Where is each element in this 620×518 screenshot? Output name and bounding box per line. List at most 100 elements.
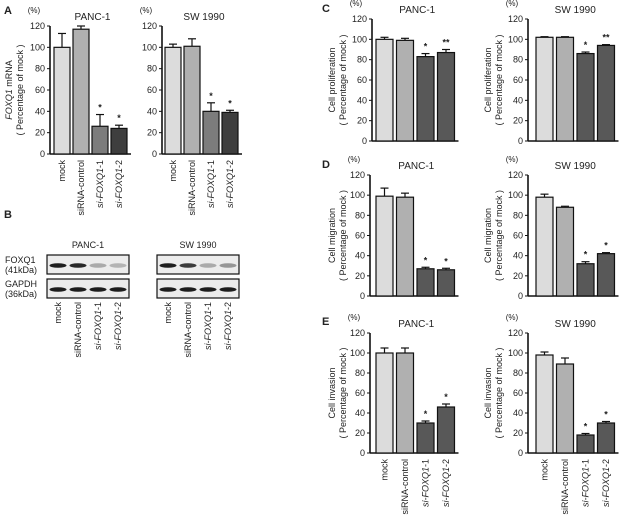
y-tick-label: 100 (508, 34, 523, 44)
x-tick-label: siRNA-control (183, 302, 193, 358)
x-tick-label: siRNA-control (73, 302, 83, 358)
y-axis-label-sub: ( Percentage of mock ) (494, 190, 504, 281)
protein-band (69, 263, 87, 268)
suffix: -2 (441, 459, 451, 467)
protein-band (89, 287, 107, 292)
bar-si-foxq1-2 (110, 127, 128, 155)
bar-si-foxq1-2 (436, 51, 456, 142)
suffix: -1 (93, 302, 103, 310)
bar-si-foxq1-1 (576, 52, 595, 142)
significance-marker: * (424, 409, 428, 419)
panel-label-b: B (4, 209, 12, 221)
chart-title: SW 1990 (555, 319, 597, 330)
bar-sirna-control (395, 39, 415, 142)
chart-e-sw1990: SW 1990 (%) 0 20 40 60 80 100 120 Cell invasion( … (483, 313, 619, 515)
y-tick-label: 40 (147, 106, 157, 116)
protein-band (159, 287, 177, 292)
unit-label: (%) (506, 155, 519, 164)
italic-gene-name: si-FOXQ1 (114, 168, 124, 208)
unit-label: (%) (350, 0, 363, 8)
western-blot-panc-1: PANC-1 mock siRNA-control si-FOXQ1-1 si-FOXQ… (46, 240, 130, 358)
bar-si-foxq1-1 (416, 268, 435, 297)
y-tick-label: 100 (350, 348, 365, 358)
bar-mock (375, 195, 394, 297)
y-tick-label: 0 (518, 448, 523, 458)
y-tick-label: 20 (355, 271, 365, 281)
y-tick-label: 20 (35, 128, 45, 138)
x-tick-label: mock (57, 160, 67, 182)
italic-gene-name: si-FOXQ1 (93, 310, 103, 350)
suffix: -1 (95, 160, 105, 168)
bar-sirna-control (183, 45, 201, 155)
x-tick-label: siRNA-control (400, 459, 410, 515)
chart-title: SW 1990 (183, 12, 225, 23)
y-tick-label: 80 (35, 64, 45, 74)
protein-band (199, 263, 217, 268)
y-tick-label: 120 (508, 328, 523, 338)
x-tick-label: mock (380, 459, 390, 481)
y-axis-label-sub: ( Percentage of mock ) (15, 44, 25, 135)
chart-a-sw1990: SW 1990 (%) 0 20 40 60 80 100 120 mock siRNA-contr… (140, 6, 242, 216)
y-tick-label: 20 (513, 428, 523, 438)
unit-label: (%) (506, 313, 519, 322)
y-tick-label: 20 (147, 128, 157, 138)
italic-gene-name: si-FOXQ1 (441, 467, 451, 507)
italic-gene-name: FOXQ1 (4, 89, 14, 120)
bar-mock (535, 36, 554, 142)
blot-row-size: (41kDa) (5, 265, 37, 275)
suffix: -2 (601, 459, 611, 467)
bar-si-foxq1-2 (596, 253, 616, 297)
y-tick-label: 120 (350, 328, 365, 338)
suffix: -2 (114, 160, 124, 168)
y-tick-label: 120 (508, 14, 523, 24)
x-tick-label: mock (53, 302, 63, 324)
italic-gene-name: si-FOXQ1 (206, 168, 216, 208)
italic-gene-name: si-FOXQ1 (421, 467, 431, 507)
y-axis-label: Cell migration (483, 208, 493, 263)
protein-band (179, 263, 197, 268)
x-tick-label: si-FOXQ1-2 (441, 459, 451, 507)
y-tick-label: 60 (147, 85, 157, 95)
y-tick-label: 80 (513, 55, 523, 65)
bar-sirna-control (555, 206, 575, 297)
bar-si-foxq1-2 (596, 422, 616, 454)
x-tick-label: si-FOXQ1-2 (113, 302, 123, 350)
y-tick-label: 120 (350, 170, 365, 180)
unit-label: (%) (506, 0, 519, 8)
bar-sirna-control (555, 36, 575, 142)
italic-gene-name: si-FOXQ1 (581, 467, 591, 507)
y-axis-label: Cell invasion (483, 367, 493, 418)
y-axis-label: Cell invasion (327, 367, 337, 418)
y-tick-label: 20 (357, 116, 367, 126)
y-tick-label: 0 (152, 149, 157, 159)
protein-band (49, 287, 67, 292)
bar-si-foxq1-2 (436, 269, 456, 297)
significance-marker: * (584, 250, 588, 260)
y-tick-label: 40 (357, 95, 367, 105)
bar-sirna-control (395, 352, 415, 454)
suffix: -2 (225, 160, 235, 168)
blot-title: PANC-1 (72, 240, 104, 250)
italic-gene-name: si-FOXQ1 (203, 310, 213, 350)
y-tick-label: 100 (508, 348, 523, 358)
unit-label: (%) (348, 313, 361, 322)
italic-gene-name: si-FOXQ1 (601, 467, 611, 507)
chart-e-panc-1: PANC-1 (%) 0 20 40 60 80 100 120 Cell invasion( P… (327, 313, 459, 515)
bar-mock (535, 354, 554, 454)
significance-marker: * (424, 42, 428, 52)
significance-marker: * (117, 113, 121, 123)
protein-band (109, 263, 127, 268)
bar-sirna-control (395, 196, 415, 297)
bar-si-foxq1-1 (416, 56, 435, 142)
y-tick-label: 80 (513, 368, 523, 378)
y-tick-label: 20 (513, 116, 523, 126)
significance-marker: ** (442, 38, 450, 48)
y-tick-label: 80 (357, 55, 367, 65)
x-tick-label: siRNA-control (560, 459, 570, 515)
x-tick-label: si-FOXQ1-2 (601, 459, 611, 507)
y-tick-label: 60 (355, 388, 365, 398)
significance-marker: * (209, 91, 213, 101)
y-tick-label: 40 (513, 408, 523, 418)
unit-label: (%) (140, 6, 153, 15)
